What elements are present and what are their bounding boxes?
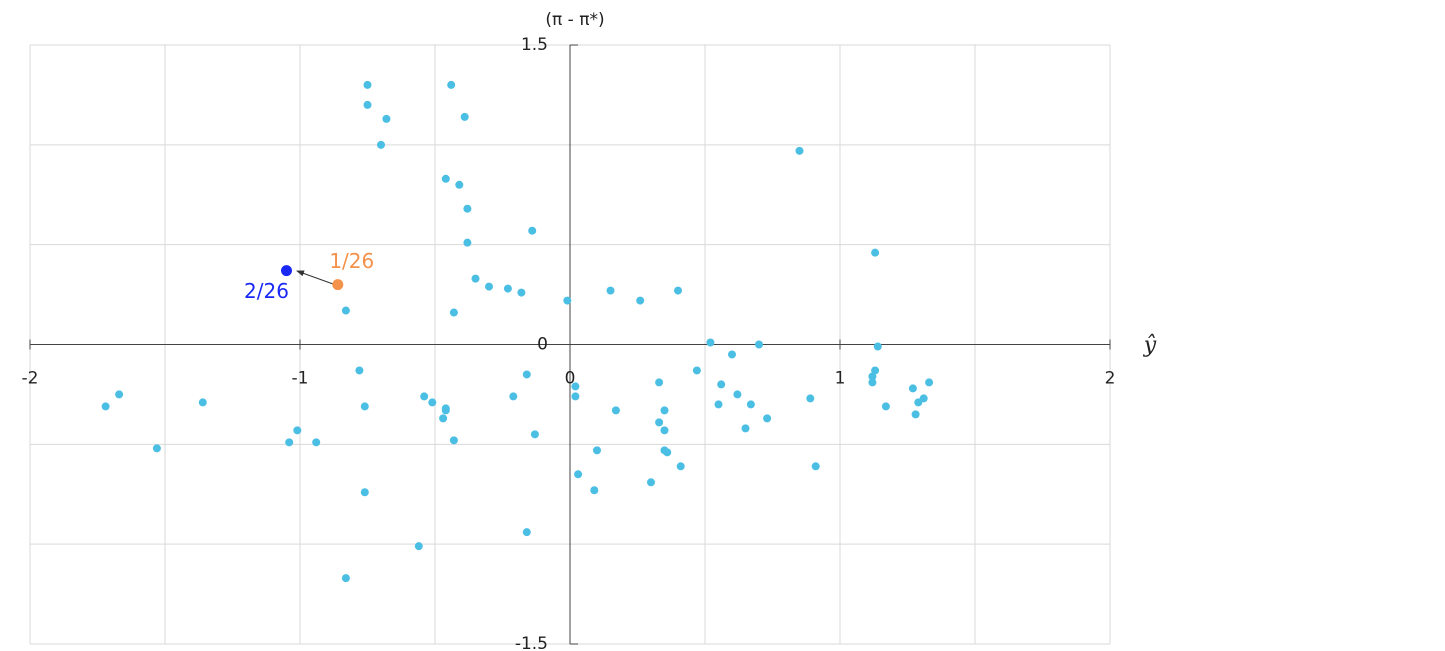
point: [420, 392, 429, 401]
point-label: 2/26: [244, 279, 289, 303]
points: 1/26 2/26: [101, 80, 934, 583]
x-tick-label: 2: [1105, 369, 1116, 389]
point: [733, 390, 742, 399]
point: [447, 80, 456, 89]
point: [763, 414, 772, 423]
point: [706, 338, 715, 347]
point: [522, 370, 531, 379]
point: [655, 418, 664, 427]
point: [611, 406, 620, 415]
y-tick-label: -1.5: [515, 634, 548, 651]
point: [363, 80, 372, 89]
point: [636, 296, 645, 305]
point: [341, 306, 350, 315]
point: [590, 486, 599, 495]
point: [377, 140, 385, 149]
point: [741, 424, 750, 433]
y-tick-label: 0: [537, 335, 548, 355]
point: [873, 342, 882, 351]
point: [660, 406, 669, 415]
point: [414, 542, 423, 551]
point: [908, 384, 917, 393]
point: [449, 308, 458, 317]
point: [363, 100, 372, 109]
point: [676, 462, 685, 471]
point: [522, 528, 531, 537]
point: [341, 574, 350, 583]
point: [285, 438, 294, 447]
point: [115, 390, 124, 399]
point: [795, 146, 804, 155]
point: [660, 426, 669, 435]
arrow: [296, 270, 334, 285]
point: [755, 340, 763, 349]
point: [571, 392, 580, 401]
point: [441, 174, 450, 183]
point: [746, 400, 755, 409]
point: [463, 204, 472, 213]
x-tick-label: -2: [22, 369, 39, 389]
point: [485, 282, 493, 291]
point: [463, 238, 472, 247]
point: [647, 478, 655, 487]
y-tick-label: 1.5: [521, 35, 548, 55]
point: [914, 398, 923, 407]
axes: -2 -1 0 1 2 1.5 0 -1.5: [22, 35, 1116, 651]
point: [674, 286, 682, 295]
point: [868, 372, 877, 381]
point: [293, 426, 302, 435]
point: [455, 180, 464, 189]
point: [571, 382, 580, 391]
point: [101, 402, 110, 411]
point: [312, 438, 321, 447]
x-axis-label: ŷ: [1143, 333, 1157, 358]
point: [332, 279, 344, 291]
point: [663, 448, 672, 457]
point: [692, 366, 701, 375]
point: [360, 402, 369, 411]
point: [471, 274, 480, 283]
point: [868, 378, 877, 387]
point: [593, 446, 601, 455]
point: [460, 112, 469, 121]
point: [806, 394, 815, 403]
point: [152, 444, 161, 453]
point: [355, 366, 364, 375]
point: [717, 380, 726, 389]
point: [925, 378, 934, 387]
point: [871, 366, 880, 375]
point: [528, 226, 537, 235]
point: [911, 410, 920, 419]
point: [382, 114, 391, 123]
point: [439, 414, 448, 423]
point: [881, 402, 890, 411]
y-axis-label: (π - π*): [545, 10, 604, 30]
point: [198, 398, 207, 407]
point: [530, 430, 539, 439]
point-label: 1/26: [329, 249, 374, 273]
x-tick-label: -1: [292, 369, 309, 389]
x-tick-label: 1: [835, 369, 846, 389]
point: [871, 248, 880, 257]
point: [574, 470, 583, 479]
point: [509, 392, 518, 401]
point: [449, 436, 458, 445]
point: [281, 265, 292, 277]
point: [563, 296, 572, 305]
point: [360, 488, 369, 497]
point: [428, 398, 437, 407]
point: [811, 462, 820, 471]
point: [714, 400, 723, 409]
x-tick-label: 0: [565, 369, 576, 389]
point: [606, 286, 615, 295]
point: [441, 406, 450, 415]
point: [517, 288, 526, 297]
point: [655, 378, 664, 387]
point: [728, 350, 736, 359]
point: [503, 284, 512, 293]
